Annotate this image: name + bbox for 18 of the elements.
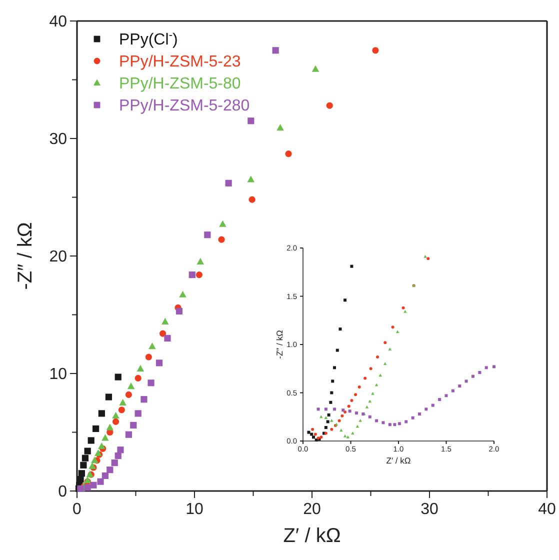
x-axis-title: Z′ / kΩ	[283, 525, 341, 547]
x-tick-label: 40	[538, 501, 556, 518]
y-tick-label: 20	[49, 248, 68, 266]
x-tick-label: 0	[72, 501, 82, 518]
legend-label: PPy/H-ZSM-5-23	[119, 54, 241, 71]
x-axis-title: Z′ / kΩ	[386, 455, 411, 466]
legend-label: PPy/H-ZSM-5-80	[119, 76, 241, 93]
x-tick-label: 10	[186, 501, 204, 518]
y-tick-label: 10	[49, 366, 68, 384]
y-tick-label: 30	[49, 131, 68, 148]
legend-label: PPy/H-ZSM-5-280	[119, 98, 250, 115]
y-axis-title: -Z″ / kΩ	[14, 222, 37, 290]
x-tick-label: 20	[303, 501, 321, 518]
y-tick-label: 0	[58, 484, 68, 501]
y-tick-label: 40	[49, 14, 68, 31]
y-axis-title: -Z″ / kΩ	[274, 330, 284, 359]
x-tick-label: 30	[420, 501, 438, 518]
legend-label: PPy(Cl$^{-}$)	[119, 30, 178, 49]
